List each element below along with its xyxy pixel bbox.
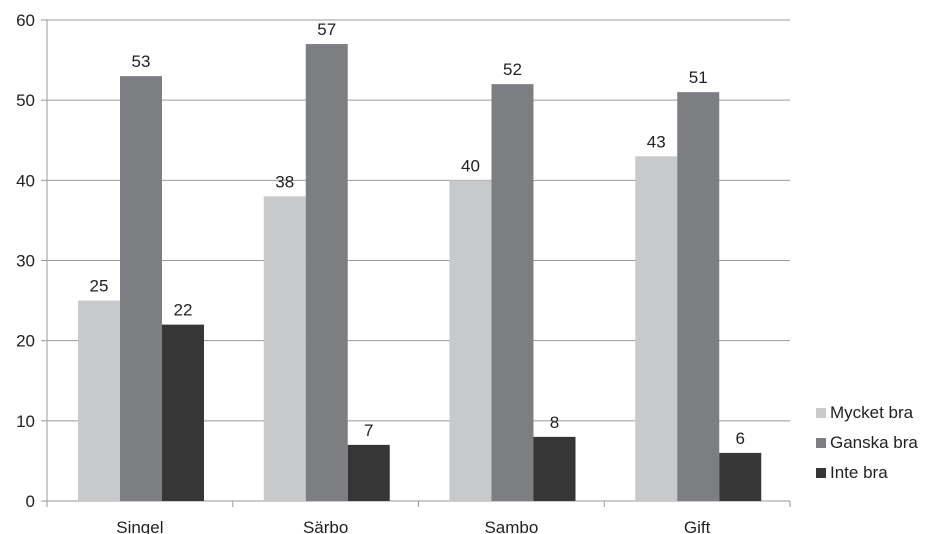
- x-tick-label: Sambo: [484, 518, 538, 534]
- y-tick-label: 10: [16, 412, 35, 431]
- legend-swatch: [816, 468, 826, 478]
- data-label: 22: [174, 301, 193, 320]
- y-tick-label: 30: [16, 252, 35, 271]
- data-label: 8: [550, 413, 559, 432]
- bar: [162, 324, 204, 501]
- x-tick-label: Särbo: [303, 518, 348, 534]
- y-tick-label: 60: [16, 11, 35, 30]
- legend: Mycket bra Ganska bra Inte bra: [816, 403, 918, 482]
- bar: [120, 76, 162, 501]
- y-tick-label: 40: [16, 171, 35, 190]
- data-label: 6: [736, 429, 745, 448]
- bar: [263, 196, 306, 501]
- bars: [78, 44, 762, 502]
- legend-label: Mycket bra: [830, 403, 914, 422]
- data-label: 57: [317, 20, 336, 39]
- data-label: 40: [461, 156, 480, 175]
- data-label: 38: [275, 172, 294, 191]
- legend-swatch: [816, 408, 826, 418]
- legend-swatch: [816, 438, 826, 448]
- bar: [78, 300, 120, 501]
- bar: [305, 44, 348, 502]
- bar: [635, 156, 678, 502]
- x-tick-label: Gift: [684, 518, 711, 534]
- bar: [533, 436, 576, 501]
- bar: [449, 180, 492, 502]
- data-label: 43: [647, 132, 666, 151]
- bar: [677, 92, 720, 502]
- bar: [347, 444, 390, 501]
- data-label: 53: [132, 52, 151, 71]
- x-tick-label: Singel: [116, 518, 163, 534]
- data-label: 25: [90, 277, 109, 296]
- data-label: 7: [364, 421, 373, 440]
- data-label: 52: [503, 60, 522, 79]
- legend-label: Ganska bra: [830, 433, 918, 452]
- y-tick-label: 50: [16, 91, 35, 110]
- y-tick-label: 20: [16, 332, 35, 351]
- bar: [491, 84, 534, 501]
- y-tick-label: 0: [26, 492, 35, 511]
- data-label: 51: [689, 68, 708, 87]
- data-labels: 25 53 22 38 57 7 40 52 8 43 51 6: [90, 20, 745, 448]
- legend-label: Inte bra: [830, 463, 888, 482]
- bar: [719, 452, 762, 501]
